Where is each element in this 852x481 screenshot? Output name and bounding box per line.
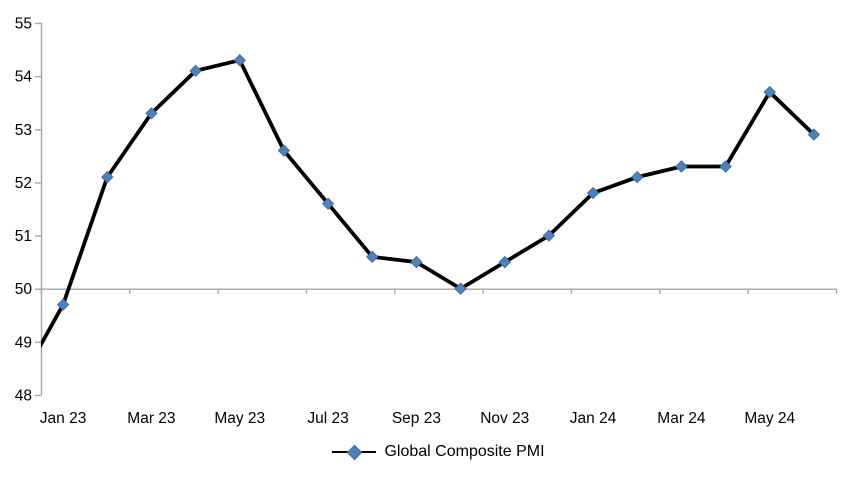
y-axis-tick-label: 55	[15, 16, 32, 33]
data-point-marker	[763, 85, 776, 99]
data-point-marker	[586, 186, 600, 200]
data-point-marker	[719, 160, 732, 173]
data-point-marker	[366, 250, 379, 264]
data-point-marker	[410, 255, 423, 269]
data-point-marker	[189, 64, 202, 78]
data-point-marker	[498, 255, 511, 269]
data-point-marker	[807, 128, 821, 141]
data-point-marker	[542, 229, 556, 242]
data-point-marker	[675, 160, 688, 173]
y-axis-tick-label: 52	[15, 175, 32, 192]
y-axis-tick-label: 50	[15, 281, 33, 298]
y-axis-tick-label: 49	[15, 334, 32, 351]
x-axis-tick-label: Mar 24	[657, 410, 706, 427]
legend-diamond-marker-icon	[347, 444, 363, 461]
legend-series-label: Global Composite PMI	[384, 443, 545, 460]
data-point-marker	[101, 170, 114, 184]
x-axis-tick-label: May 23	[214, 410, 265, 427]
data-point-marker	[631, 170, 644, 184]
data-point-marker	[321, 197, 335, 210]
x-axis-tick-label: Jan 24	[570, 410, 617, 427]
y-axis-tick-label: 53	[15, 122, 32, 139]
x-axis-tick-label: Mar 23	[127, 410, 175, 427]
x-axis-tick-label: Jan 23	[40, 410, 87, 427]
data-point-marker	[145, 107, 158, 120]
data-point-marker	[454, 282, 467, 295]
y-axis-tick-label: 54	[15, 69, 33, 86]
data-point-marker	[277, 144, 291, 157]
x-axis-tick-label: Jul 23	[307, 410, 348, 427]
legend-line-sample	[332, 444, 377, 461]
data-point-marker	[56, 298, 70, 311]
x-axis-tick-label: Sep 23	[392, 410, 441, 427]
y-axis-tick-label: 51	[15, 228, 32, 245]
chart-legend: Global Composite PMI	[41, 441, 836, 463]
x-axis-tick-label: Nov 23	[480, 410, 529, 427]
y-axis-tick-label: 48	[15, 388, 32, 405]
x-axis-tick-label: May 24	[744, 410, 795, 427]
data-point-marker	[233, 53, 246, 67]
series-global-composite-pmi	[41, 53, 821, 349]
pmi-line	[41, 57, 816, 349]
